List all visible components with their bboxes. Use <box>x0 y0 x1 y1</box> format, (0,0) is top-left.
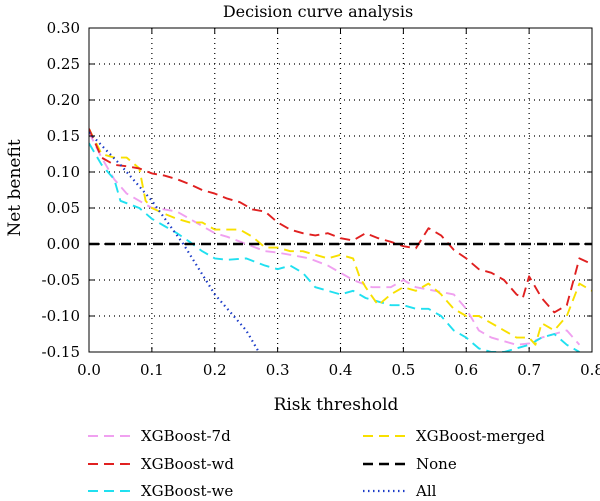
x-tick-label: 0.0 <box>77 361 101 379</box>
x-tick-label: 0.3 <box>266 361 290 379</box>
x-tick-label: 0.4 <box>329 361 353 379</box>
x-tick-label: 0.5 <box>391 361 415 379</box>
y-tick-label: 0.25 <box>47 55 80 73</box>
axis-ticks: 0.0 0.1 0.2 0.3 0.4 0.5 0.6 0.7 0.8 -0.15 -0.10 -0.… <box>42 19 600 379</box>
x-axis-label: Risk threshold <box>274 395 399 415</box>
y-tick-label: -0.05 <box>42 271 80 289</box>
chart-title: Decision curve analysis <box>223 2 413 21</box>
y-tick-label: 0.05 <box>47 199 80 217</box>
y-axis-label: Net benefit <box>5 139 25 236</box>
series-lines <box>89 128 592 352</box>
legend-label-xgboost-merged: XGBoost-merged <box>416 427 545 445</box>
series-line-all <box>89 131 260 352</box>
legend-label-all: All <box>415 482 437 500</box>
legend-label-none: None <box>416 455 457 473</box>
y-tick-label: -0.10 <box>42 307 80 325</box>
y-tick-label: 0.00 <box>47 235 80 253</box>
x-tick-label: 0.6 <box>454 361 478 379</box>
x-tick-label: 0.8 <box>580 361 600 379</box>
x-tick-label: 0.1 <box>140 361 164 379</box>
x-tick-label: 0.2 <box>203 361 227 379</box>
y-tick-label: 0.15 <box>47 127 80 145</box>
y-tick-label: -0.15 <box>42 343 80 361</box>
legend: XGBoost-7d XGBoost-wd XGBoost-we XGBoost-me… <box>88 427 545 500</box>
series-line-xgboost-merged <box>89 128 592 346</box>
grid-lines <box>89 28 592 352</box>
y-tick-label: 0.20 <box>47 91 80 109</box>
series-line-xgboost-wd <box>89 128 592 314</box>
series-line-xgboost-we <box>89 142 580 352</box>
y-tick-label: 0.10 <box>47 163 80 181</box>
legend-label-xgboost-wd: XGBoost-wd <box>141 455 234 473</box>
legend-label-xgboost-we: XGBoost-we <box>141 482 233 500</box>
series-line-xgboost-7d <box>89 131 581 346</box>
x-tick-label: 0.7 <box>517 361 541 379</box>
legend-label-xgboost-7d: XGBoost-7d <box>141 427 231 445</box>
y-tick-label: 0.30 <box>47 19 80 37</box>
